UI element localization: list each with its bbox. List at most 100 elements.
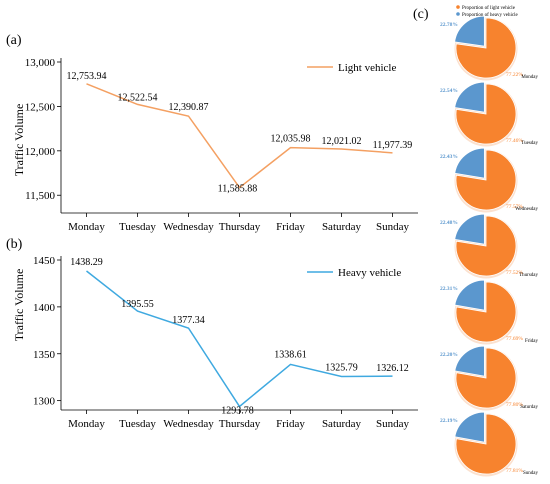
x-tick-label: Tuesday xyxy=(119,221,156,233)
pie-slice-heavy xyxy=(454,81,485,113)
x-tick-label: Thursday xyxy=(219,418,261,430)
pie-friday: 22.31% 77.69% Friday xyxy=(440,279,539,345)
x-tick-label: Monday xyxy=(68,418,105,430)
data-label: 11,977.39 xyxy=(373,140,413,151)
pie-label-light: 77.81% xyxy=(506,468,523,474)
pie-slice-light xyxy=(455,17,517,79)
legend-label-heavy-vehicle: Heavy vehicle xyxy=(338,267,401,279)
pie-label-light: 77.52% xyxy=(506,270,523,276)
pie-slice-light xyxy=(455,149,517,211)
series-polyline xyxy=(86,270,393,408)
pie-day-label: Friday xyxy=(525,339,539,344)
chart-heavy-vehicle: (b) Traffic Volume 1300 1350 1400 1450 Monda… xyxy=(6,237,418,430)
y-tick-label: 1450 xyxy=(33,255,56,267)
chart-proportion-pies: (c) Proportion of light vehicle Proporti… xyxy=(413,5,539,477)
pie-day-label: Sunday xyxy=(523,471,539,476)
data-label: 1377.34 xyxy=(172,315,205,326)
data-label: 1325.79 xyxy=(325,362,358,373)
chart-light-vehicle: (a) Traffic Volume 11,500 12,000 12,500 13,… xyxy=(6,33,418,233)
series-line-light-vehicle: 12,753.94 12,522.54 12,390.87 11,585.88 12,0… xyxy=(67,71,413,195)
pie-day-label: Thursday xyxy=(519,273,538,278)
legend-label-light-vehicle: Light vehicle xyxy=(338,62,396,74)
legend-label-heavy: Proportion of heavy vehicle xyxy=(462,13,518,18)
pie-slice-light xyxy=(455,413,517,475)
pie-monday: 22.78% 77.22%Monday xyxy=(440,15,538,81)
y-axis-title-b: Traffic Volume xyxy=(12,269,26,342)
panel-label-c: (c) xyxy=(413,7,429,22)
data-label: 12,021.02 xyxy=(322,136,362,147)
legend-dot-heavy xyxy=(456,12,460,16)
data-label: 1438.29 xyxy=(70,257,103,268)
pie-label-heavy: 22.19% xyxy=(440,418,458,424)
x-tick-label: Wednesday xyxy=(163,418,214,430)
x-tick-label: Sunday xyxy=(376,221,410,233)
pie-day-label: Tuesday xyxy=(521,141,538,146)
pie-label-light: 77.22% xyxy=(506,72,523,78)
pie-label-heavy: 22.78% xyxy=(440,22,458,28)
data-label: 12,753.94 xyxy=(67,71,107,82)
axes-a: 11,500 12,000 12,500 13,000 Monday Tuesday Wed… xyxy=(25,57,418,233)
data-label: 12,522.54 xyxy=(118,92,158,103)
y-tick-label: 12,500 xyxy=(25,101,56,113)
y-tick-label: 1400 xyxy=(33,302,56,314)
x-tick-label: Friday xyxy=(276,221,305,233)
pie-slice-heavy xyxy=(454,15,485,47)
pie-saturday: 22.20% 77.80%Saturday xyxy=(440,345,538,411)
x-tick-label: Sunday xyxy=(376,418,410,430)
data-label: 12,390.87 xyxy=(169,102,209,113)
pie-tuesday: 22.54% 77.46%Tuesday xyxy=(440,81,538,147)
pie-label-light: 77.57% xyxy=(506,204,523,210)
pie-slice-light xyxy=(455,281,517,343)
pie-wednesday: 22.43% 77.57%Wednesday xyxy=(440,147,538,213)
legend-dot-light xyxy=(456,5,460,9)
pie-slice-light xyxy=(455,215,517,277)
pie-day-label: Saturday xyxy=(520,405,538,410)
pie-day-label: Wednesday xyxy=(515,207,538,212)
legend-label-light: Proportion of light vehicle xyxy=(462,6,516,11)
y-tick-label: 12,000 xyxy=(25,146,56,158)
pie-label-heavy: 22.20% xyxy=(440,352,458,358)
pie-label-heavy: 22.54% xyxy=(440,88,458,94)
pies: 22.78%77.22%Monday22.54%77.46%Tuesday22.… xyxy=(440,15,539,477)
pie-day-label: Monday xyxy=(521,75,538,80)
x-tick-label: Saturday xyxy=(322,221,362,233)
x-tick-label: Monday xyxy=(68,221,105,233)
y-tick-label: 11,500 xyxy=(25,190,55,202)
pie-label-heavy: 22.31% xyxy=(440,286,458,292)
axes-b: 1300 1350 1400 1450 Monday Tuesday Wednesday Th… xyxy=(33,255,418,430)
y-tick-label: 1350 xyxy=(33,349,56,361)
pie-slice-light xyxy=(455,347,517,409)
panel-label-a: (a) xyxy=(6,33,22,48)
x-tick-label: Wednesday xyxy=(163,221,214,233)
pie-slice-heavy xyxy=(454,279,485,311)
pie-thursday: 22.48% 77.52%Thursday xyxy=(440,213,538,279)
data-label: 1395.55 xyxy=(121,299,154,310)
pie-label-light: 77.69% xyxy=(506,336,523,342)
series-polyline xyxy=(86,83,393,189)
x-tick-label: Friday xyxy=(276,418,305,430)
x-tick-label: Saturday xyxy=(322,418,362,430)
pie-label-light: 77.46% xyxy=(506,138,523,144)
pie-sunday: 22.19% 77.81% Sunday xyxy=(440,411,539,477)
data-label: 1326.12 xyxy=(376,363,409,374)
y-tick-label: 1300 xyxy=(33,396,56,408)
panel-label-b: (b) xyxy=(6,237,23,252)
pie-slice-heavy xyxy=(454,411,485,443)
series-line-heavy-vehicle: 1438.29 1395.55 1377.34 1293.78 1338.61 1325.… xyxy=(70,257,409,416)
pie-label-heavy: 22.48% xyxy=(440,220,458,226)
x-tick-label: Thursday xyxy=(219,221,261,233)
pie-legend: Proportion of light vehicle Proportion o… xyxy=(456,5,518,18)
legend-b: Heavy vehicle xyxy=(307,267,401,279)
y-tick-label: 13,000 xyxy=(25,57,56,69)
legend-a: Light vehicle xyxy=(307,62,396,74)
data-label: 12,035.98 xyxy=(271,134,311,145)
data-label: 11,585.88 xyxy=(218,184,258,195)
pie-slice-heavy xyxy=(454,213,485,245)
pie-slice-light xyxy=(455,83,517,145)
pie-label-light: 77.80% xyxy=(506,402,523,408)
data-label: 1293.78 xyxy=(221,405,254,416)
x-tick-label: Tuesday xyxy=(119,418,156,430)
pie-label-heavy: 22.43% xyxy=(440,154,458,160)
data-label: 1338.61 xyxy=(274,349,307,360)
